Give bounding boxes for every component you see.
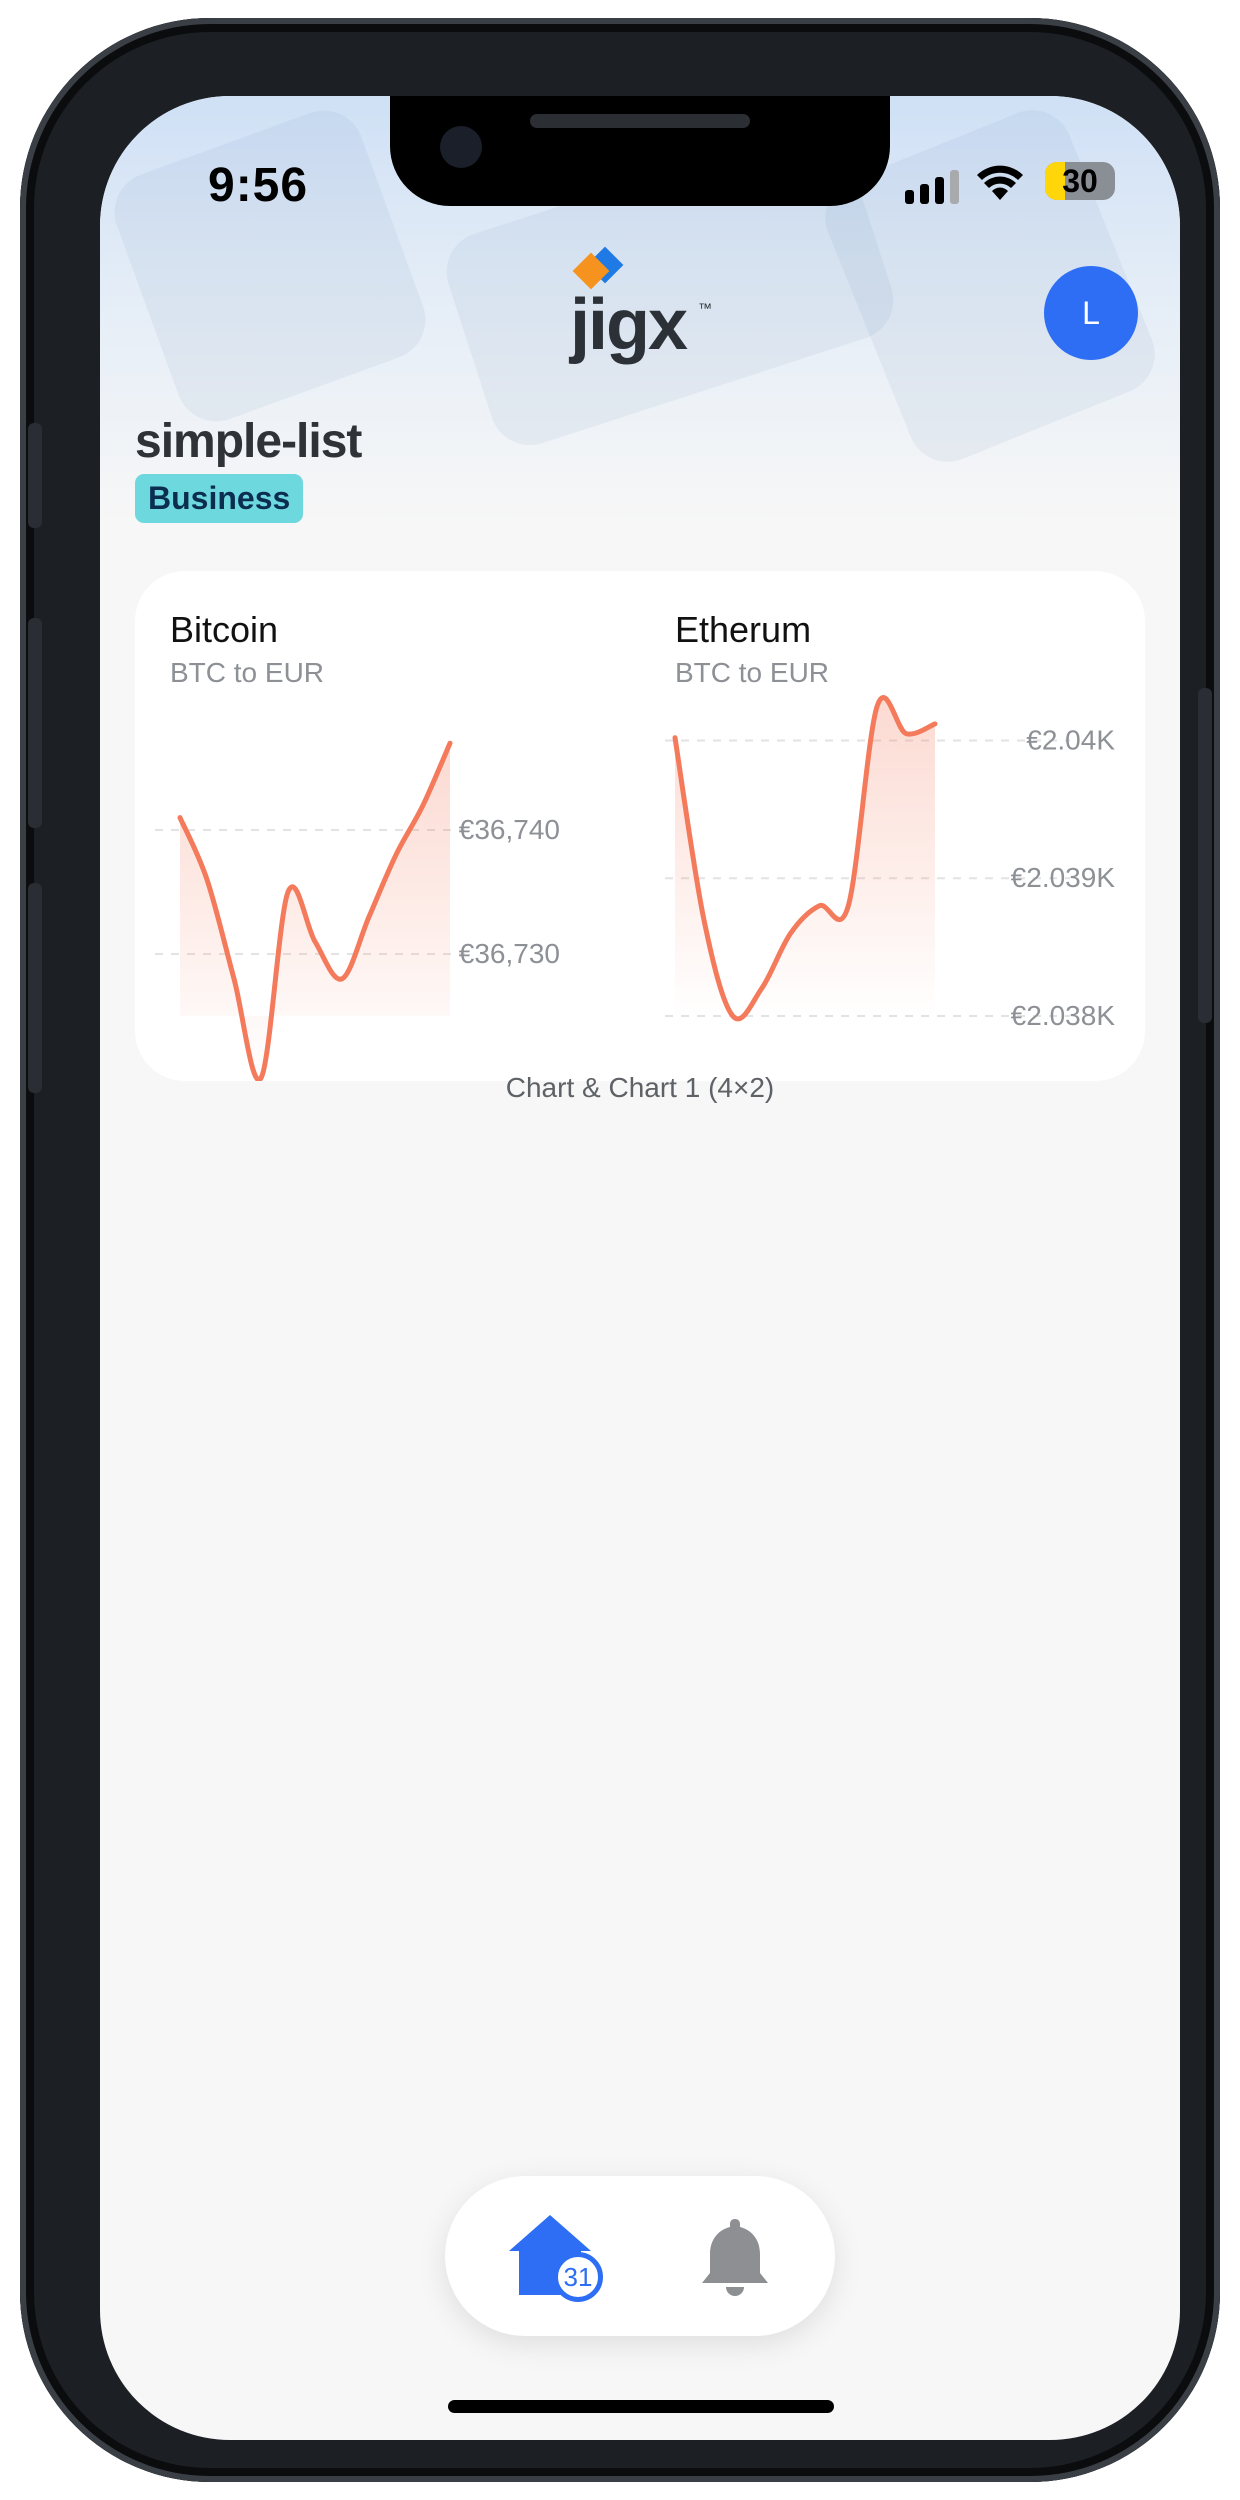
logo-mark-icon (572, 246, 624, 290)
y-tick-label: €36,740 (459, 814, 560, 845)
notch (390, 96, 890, 206)
charts-svg: €36,740 €36,730 €2.04K €2.039K €2.038K (155, 695, 1116, 1081)
home-indicator (448, 2400, 834, 2413)
series-area (180, 743, 450, 1080)
silent-switch (28, 423, 42, 528)
logo-text: jigx (570, 285, 688, 365)
bell-icon (702, 2219, 768, 2296)
y-tick-label: €2.039K (1011, 862, 1116, 893)
chart-subtitle-bitcoin: BTC to EUR (170, 657, 325, 688)
jigx-logo: jigx ™ (570, 246, 712, 376)
volume-up-button (28, 618, 42, 828)
cellular-signal-icon (905, 170, 959, 204)
ghost-shape (103, 99, 437, 433)
y-tick-label: €2.038K (1011, 1000, 1116, 1031)
avatar-initial: L (1082, 295, 1100, 331)
volume-down-button (28, 883, 42, 1093)
series-area (675, 697, 935, 1019)
battery-level: 30 (1062, 163, 1098, 199)
page-title: simple-list (135, 415, 362, 468)
bottom-tab-bar: 31 (445, 2176, 835, 2336)
power-button (1198, 688, 1212, 1023)
chart-title-etherum: Etherum (675, 609, 812, 650)
chart-card[interactable]: Bitcoin BTC to EUR Etherum BTC to EUR €3… (135, 571, 1145, 1081)
phone-frame: 9:56 30 jigx ™ L simple-list Business (20, 18, 1220, 2482)
series-line (177, 740, 453, 1081)
wifi-icon (977, 165, 1023, 200)
y-tick-label: €36,730 (459, 938, 560, 969)
screen: 9:56 30 jigx ™ L simple-list Business (100, 96, 1180, 2440)
battery-fill (1045, 162, 1065, 200)
front-camera (440, 126, 482, 168)
speaker-grille (530, 114, 750, 128)
series-line (672, 695, 938, 1022)
widget-caption: Chart & Chart 1 (4×2) (505, 1072, 775, 1103)
status-time: 9:56 (208, 159, 309, 212)
logo-trademark: ™ (698, 300, 712, 316)
home-badge: 31 (553, 2252, 603, 2302)
battery-icon: 30 (1045, 162, 1115, 200)
tab-notifications[interactable] (690, 2211, 780, 2301)
y-tick-label: €2.04K (1026, 724, 1115, 755)
chart-subtitle-etherum: BTC to EUR (675, 657, 830, 688)
chart-title-bitcoin: Bitcoin (170, 609, 279, 650)
category-badge: Business (135, 474, 304, 523)
avatar[interactable]: L (1044, 266, 1138, 360)
